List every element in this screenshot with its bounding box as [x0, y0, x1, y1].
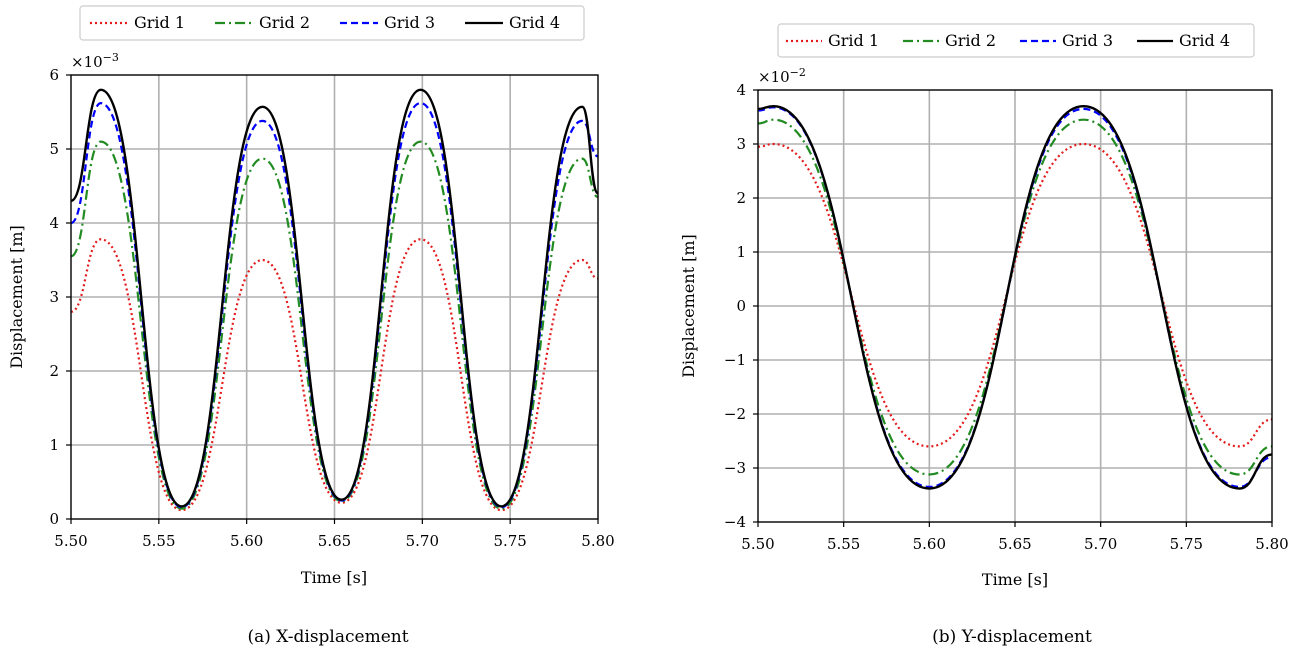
x-tick-label: 5.70	[406, 532, 439, 550]
y-tick-label: 4	[736, 81, 746, 99]
x-tick-label: 5.60	[230, 532, 263, 550]
series-b	[757, 104, 1273, 490]
series-line-grid-4	[757, 104, 1273, 490]
y-ticks-a: 0 1 2 3 4 5 6	[49, 66, 71, 528]
x-tick-label: 5.65	[318, 532, 351, 550]
grid-a	[71, 75, 598, 519]
y-tick-label: 1	[49, 436, 59, 454]
y-tick-label: 2	[736, 189, 746, 207]
x-ticks-b: 5.50 5.55 5.60 5.65 5.70 5.75 5.80	[741, 522, 1289, 553]
x-tick-label: 5.50	[741, 535, 774, 553]
y-ticks-b: −4 −3 −2 −1 0 1 2 3 4	[724, 81, 758, 531]
x-axis-label-b: Time [s]	[982, 570, 1048, 589]
y-tick-label: 2	[49, 362, 59, 380]
legend-label: Grid 2	[945, 31, 996, 50]
scale-label-b: ×10−2	[758, 66, 806, 87]
legend-label: Grid 1	[134, 13, 185, 32]
y-tick-label: 0	[49, 510, 59, 528]
series-line-grid-4	[70, 88, 600, 508]
y-tick-label: 3	[49, 288, 59, 306]
caption-a: (a) X-displacement	[247, 627, 408, 647]
y-tick-label: 3	[736, 135, 746, 153]
y-tick-label: −1	[724, 351, 746, 369]
chart-y-displacement: 5.50 5.55 5.60 5.65 5.70 5.75 5.80 −4 −3 −2 −1 0 1 2…	[679, 23, 1289, 647]
y-tick-label: 4	[49, 214, 59, 232]
x-tick-label: 5.65	[998, 535, 1031, 553]
legend-label: Grid 3	[1062, 31, 1113, 50]
x-tick-label: 5.70	[1084, 535, 1117, 553]
grid-b	[758, 90, 1272, 522]
scale-label-a: ×10−3	[71, 51, 119, 72]
y-axis-label-a: Displacement [m]	[7, 225, 26, 369]
legend-label: Grid 1	[828, 31, 879, 50]
y-tick-label: −3	[724, 459, 746, 477]
series-line-grid-1	[70, 238, 599, 512]
x-tick-label: 5.75	[1170, 535, 1203, 553]
y-tick-label: −4	[724, 513, 746, 531]
caption-b: (b) Y-displacement	[932, 627, 1092, 647]
y-tick-label: 1	[736, 243, 746, 261]
x-axis-label-a: Time [s]	[301, 568, 367, 587]
x-tick-label: 5.55	[142, 532, 175, 550]
legend-a: Grid 1 Grid 2 Grid 3 Grid 4	[79, 5, 585, 41]
x-tick-label: 5.75	[493, 532, 526, 550]
x-ticks-a: 5.50 5.55 5.60 5.65 5.70 5.75 5.80	[54, 519, 615, 550]
y-tick-label: −2	[724, 405, 746, 423]
x-tick-label: 5.55	[827, 535, 860, 553]
x-tick-label: 5.80	[1255, 535, 1288, 553]
legend-label: Grid 4	[509, 13, 560, 32]
x-tick-label: 5.80	[581, 532, 614, 550]
legend-label: Grid 3	[384, 13, 435, 32]
chart-x-displacement: 5.50 5.55 5.60 5.65 5.70 5.75 5.80 0 1 2 3 4 5 6 ×10…	[7, 5, 615, 647]
y-axis-label-b: Displacement [m]	[679, 234, 698, 378]
y-tick-label: 5	[49, 140, 59, 158]
x-tick-label: 5.60	[913, 535, 946, 553]
y-tick-label: 0	[736, 297, 746, 315]
y-tick-label: 6	[49, 66, 59, 84]
legend-b: Grid 1 Grid 2 Grid 3 Grid 4	[777, 23, 1255, 58]
legend-label: Grid 4	[1179, 31, 1230, 50]
x-tick-label: 5.50	[54, 532, 87, 550]
series-a	[70, 88, 600, 512]
legend-label: Grid 2	[259, 13, 310, 32]
